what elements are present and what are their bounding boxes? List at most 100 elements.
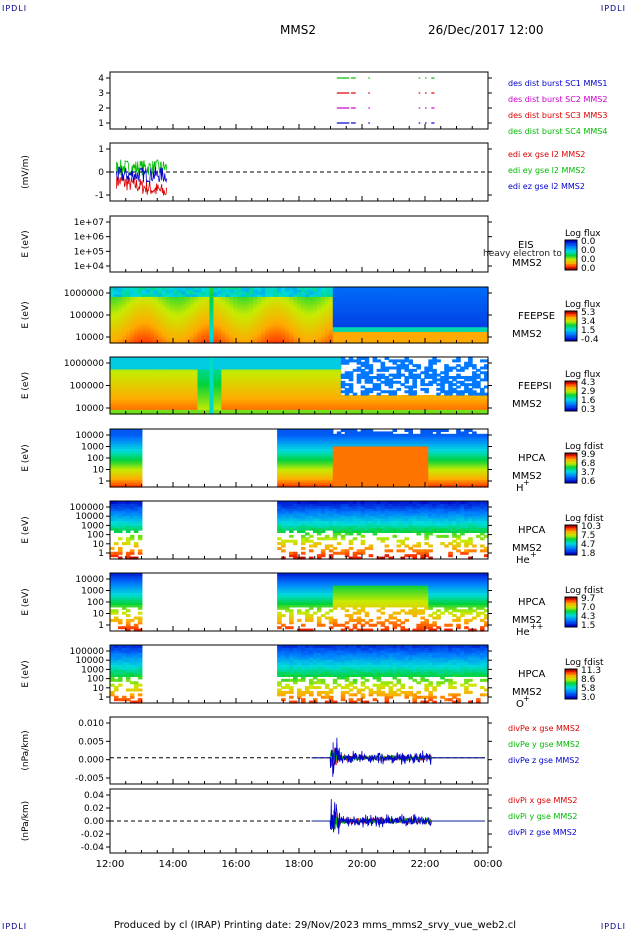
heatmap-cell <box>376 376 382 379</box>
heatmap-cell <box>297 310 302 314</box>
heatmap-cell <box>237 397 242 401</box>
heatmap-cell <box>304 458 310 462</box>
heatmap-cell <box>145 308 151 311</box>
heatmap-cell <box>304 474 310 478</box>
heatmap-cell <box>165 361 171 365</box>
heatmap-cell <box>396 402 402 406</box>
heatmap-cell <box>281 383 286 387</box>
heatmap-cell <box>177 409 183 413</box>
heatmap-cell <box>205 336 211 339</box>
heatmap-cell <box>424 397 429 401</box>
heatmap-cell <box>237 296 242 300</box>
heatmap-cell <box>384 305 390 309</box>
heatmap-cell <box>440 291 445 295</box>
heatmap-cell <box>257 336 262 339</box>
heatmap-cell <box>113 317 119 321</box>
heatmap-cell <box>416 333 421 337</box>
heatmap-cell <box>221 310 226 314</box>
heatmap-cell <box>360 404 366 408</box>
heatmap-cell <box>193 317 199 321</box>
y-tick-label: 1e+05 <box>74 247 104 257</box>
heatmap-cell <box>308 338 314 342</box>
heatmap-cell <box>372 310 378 314</box>
heatmap-cell <box>320 338 326 342</box>
heatmap-cell <box>340 310 346 314</box>
heatmap-cell <box>265 371 270 375</box>
heatmap-cell <box>157 294 163 297</box>
heatmap-cell <box>468 357 473 360</box>
heatmap-cell <box>448 366 453 370</box>
heatmap-cell <box>380 411 386 415</box>
corner-label-top-left: IPDLI <box>2 4 28 13</box>
heatmap-cell <box>185 296 191 300</box>
heatmap-cell <box>304 402 310 406</box>
heatmap-cell <box>420 399 425 403</box>
heatmap-cell <box>364 338 370 342</box>
heatmap-cell <box>165 409 171 413</box>
heatmap-cell <box>229 315 234 318</box>
heatmap-cell <box>428 329 433 332</box>
heatmap-cell <box>209 289 215 293</box>
heatmap-cell <box>424 395 429 398</box>
heatmap-cell <box>133 359 139 363</box>
heatmap-cell <box>233 390 238 394</box>
heatmap-cell <box>408 338 413 342</box>
heatmap-cell <box>137 364 143 368</box>
heatmap-cell <box>133 315 139 318</box>
heatmap-cell <box>229 380 234 384</box>
heatmap-cell <box>332 392 338 396</box>
colorbar-swatch <box>565 406 577 409</box>
heatmap-cell <box>217 364 223 368</box>
heatmap-cell <box>428 402 433 406</box>
heatmap-cell <box>348 296 354 300</box>
heatmap-cell <box>324 380 330 384</box>
heatmap-cell <box>177 319 183 323</box>
heatmap-cell <box>428 399 433 403</box>
heatmap-cell <box>324 371 330 375</box>
heatmap-cell <box>189 322 195 325</box>
heatmap-cell <box>241 378 246 382</box>
heatmap-cell <box>113 324 119 328</box>
heatmap-cell <box>245 380 250 384</box>
heatmap-cell <box>129 390 135 394</box>
heatmap-cell <box>300 324 306 328</box>
heatmap-cell <box>428 303 433 307</box>
heatmap-cell <box>113 291 119 295</box>
heatmap-cell <box>412 338 417 342</box>
heatmap-cell <box>308 329 314 332</box>
heatmap-cell <box>368 296 374 300</box>
heatmap-cell <box>388 340 394 344</box>
heatmap-cell <box>145 317 151 321</box>
heatmap-cell <box>432 312 437 316</box>
heatmap-cell <box>217 338 223 342</box>
heatmap-cell <box>289 472 294 476</box>
heatmap-cell <box>293 438 298 442</box>
heatmap-cell <box>125 287 131 290</box>
heatmap-cell <box>185 291 191 295</box>
heatmap-cell <box>281 404 286 408</box>
heatmap-cell <box>269 376 274 379</box>
heatmap-cell <box>464 329 469 332</box>
heatmap-cell <box>304 312 310 316</box>
heatmap-cell <box>289 477 294 481</box>
heatmap-cell <box>285 474 290 478</box>
heatmap-cell <box>161 315 167 318</box>
heatmap-cell <box>368 331 374 335</box>
heatmap-cell <box>277 308 282 311</box>
heatmap-cell <box>300 315 306 318</box>
heatmap-cell <box>125 465 131 469</box>
heatmap-cell <box>304 465 310 469</box>
heatmap-cell <box>125 390 131 394</box>
heatmap-cell <box>173 361 179 365</box>
heatmap-cell <box>149 373 155 377</box>
heatmap-cell <box>281 294 286 297</box>
heatmap-cell <box>440 406 445 410</box>
heatmap-cell <box>400 296 406 300</box>
heatmap-cell <box>293 455 298 459</box>
heatmap-cell <box>277 294 282 297</box>
heatmap-cell <box>336 357 342 360</box>
heatmap-cell <box>285 455 290 459</box>
colorbar-frame <box>564 310 578 342</box>
heatmap-cell <box>113 305 119 309</box>
heatmap-cell <box>304 470 310 474</box>
